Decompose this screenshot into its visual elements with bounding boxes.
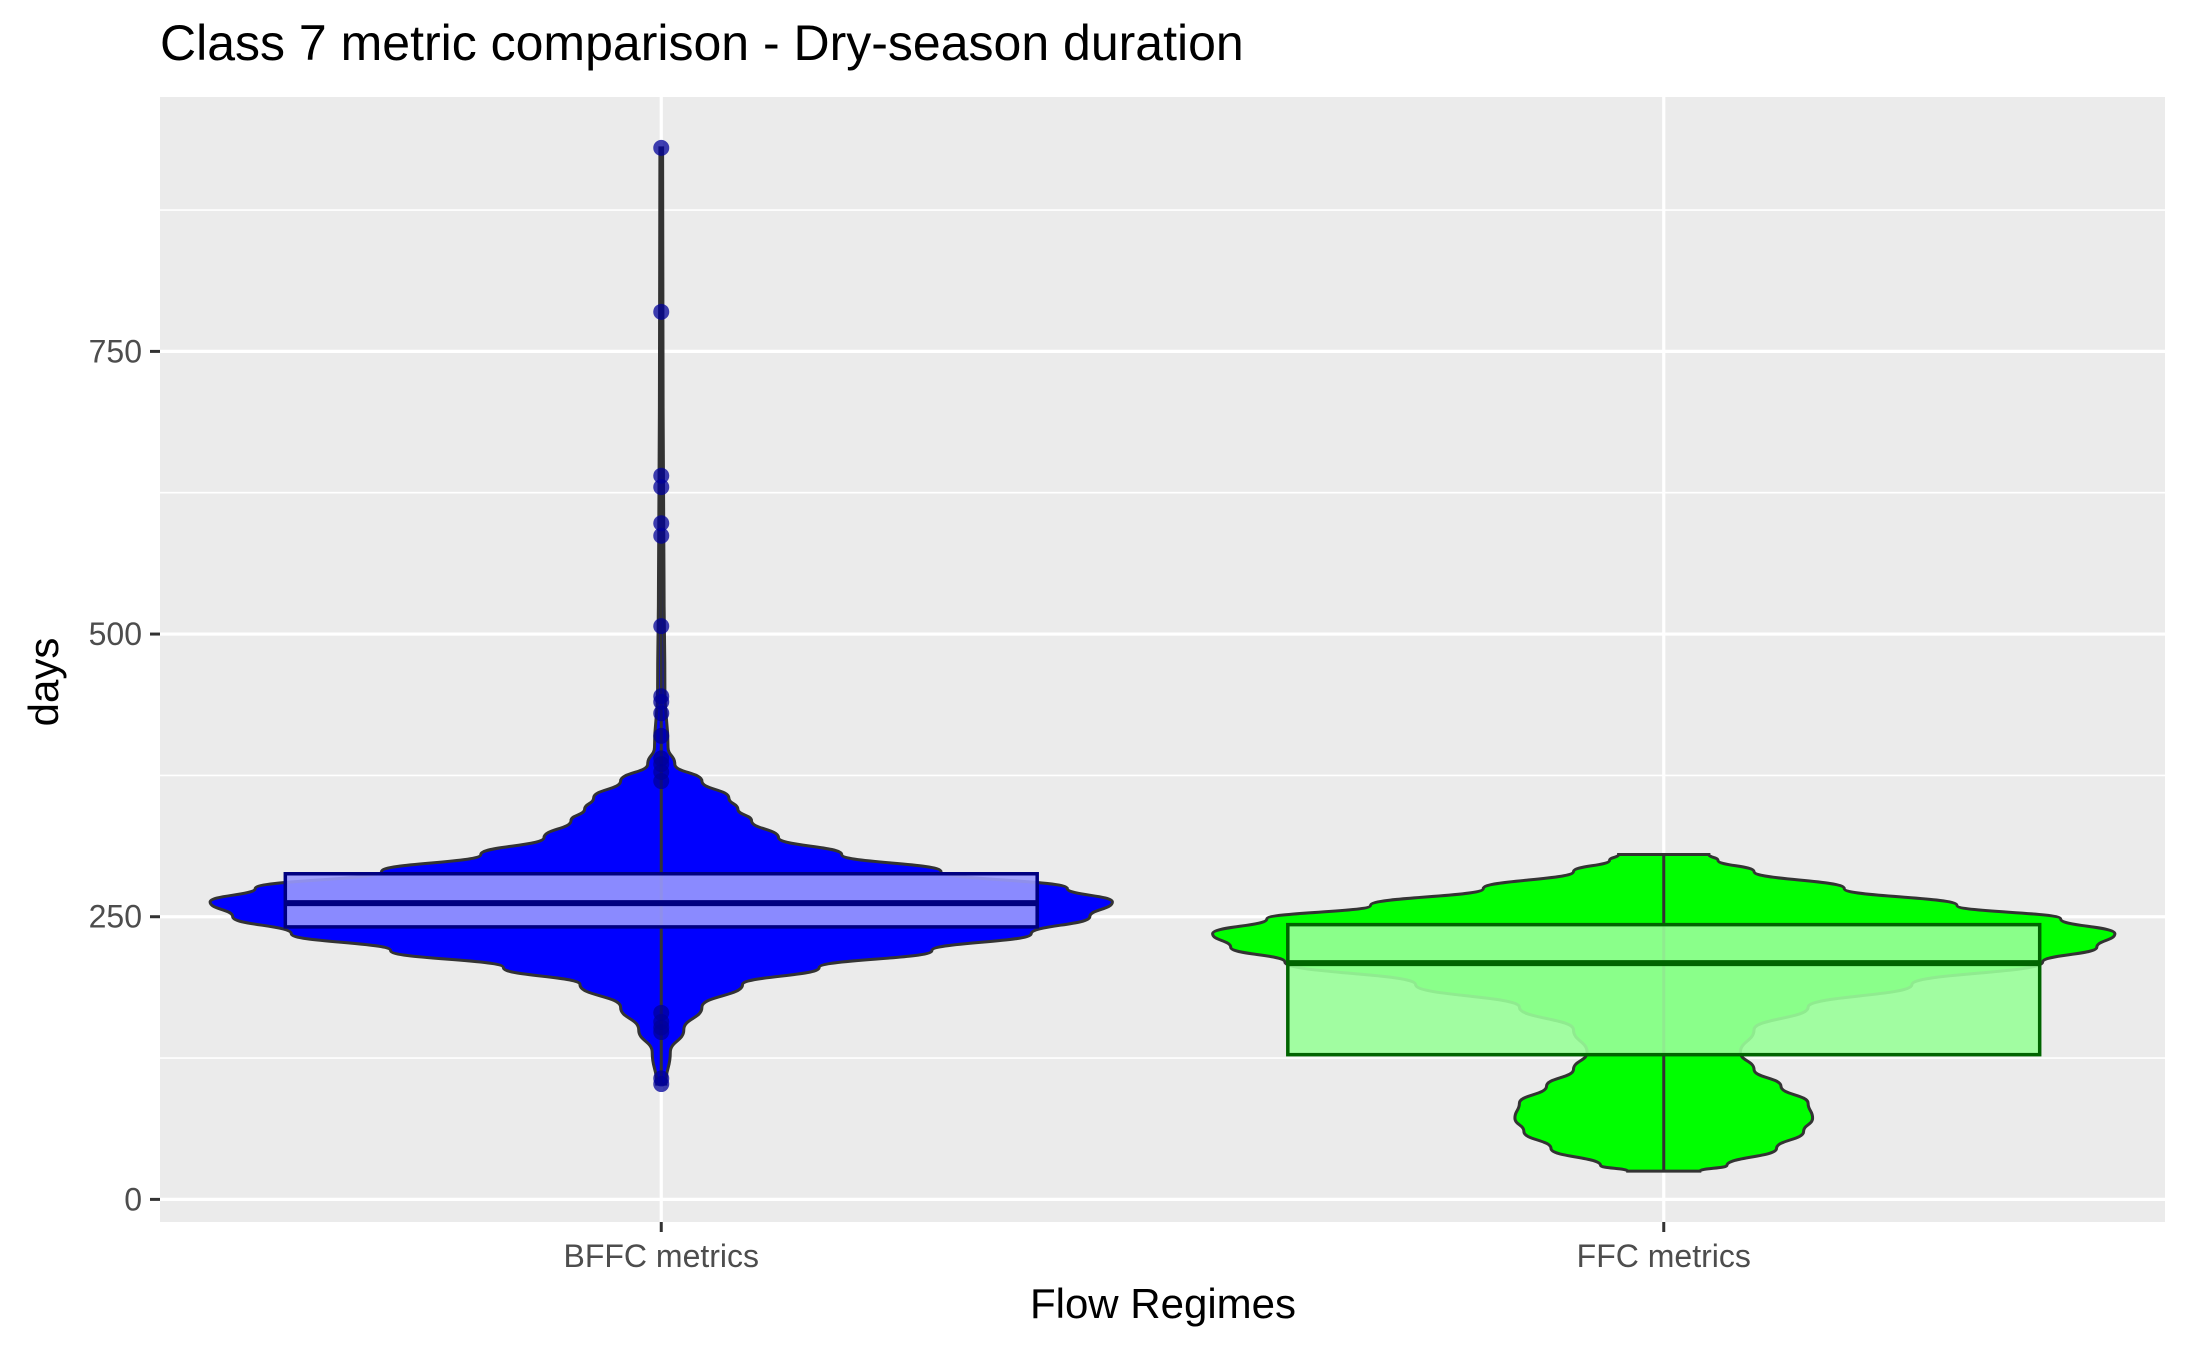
outlier-point [653, 705, 670, 722]
outlier-point [653, 1070, 670, 1087]
outlier-point [653, 479, 670, 496]
outlier-point [653, 467, 670, 484]
x-axis: BFFC metrics FFC metrics [563, 1222, 1751, 1274]
outlier-points [653, 139, 670, 1093]
chart-title: Class 7 metric comparison - Dry-season d… [160, 15, 1244, 71]
outlier-point [653, 515, 670, 532]
y-tick-label: 0 [124, 1181, 142, 1217]
x-tick-label: BFFC metrics [563, 1238, 759, 1274]
outlier-point [653, 303, 670, 320]
outlier-point [653, 750, 670, 767]
y-axis-title: days [20, 638, 67, 727]
x-tick-label: FFC metrics [1577, 1238, 1751, 1274]
outlier-point [653, 618, 670, 635]
box-iqr [1286, 922, 2042, 1057]
outlier-point [653, 688, 670, 705]
outlier-point [653, 139, 670, 156]
outlier-point [653, 527, 670, 544]
x-axis-title: Flow Regimes [1030, 1280, 1296, 1327]
outlier-point [653, 727, 670, 744]
minor-gridlines [160, 209, 2165, 1059]
y-tick-label: 500 [89, 616, 142, 652]
y-axis: 0 250 500 750 [89, 333, 160, 1217]
y-tick-label: 750 [89, 333, 142, 369]
y-tick-label: 250 [89, 899, 142, 935]
outlier-point [653, 1004, 670, 1021]
boxplots [283, 147, 2042, 1172]
